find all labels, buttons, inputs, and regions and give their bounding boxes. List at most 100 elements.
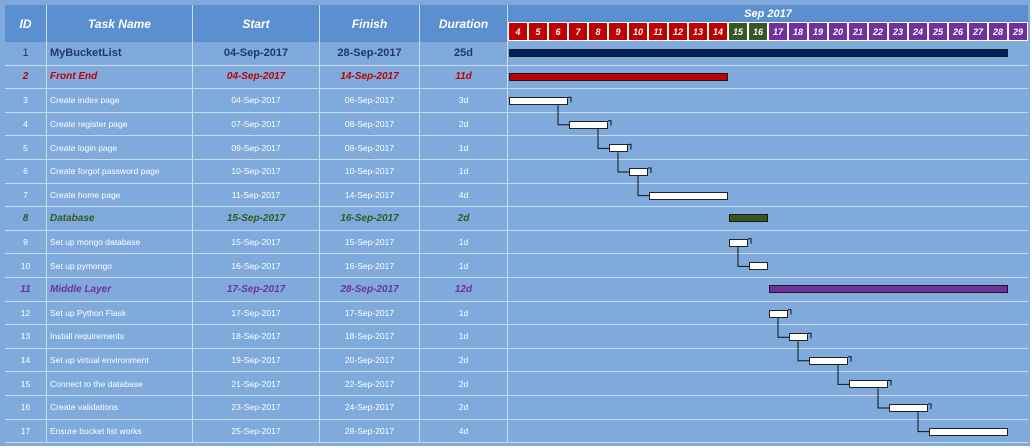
task-bar[interactable] (809, 356, 848, 365)
cell-id[interactable]: 17 (5, 419, 47, 444)
cell-name[interactable]: Set up pymongo (47, 254, 193, 278)
project-summary-bar[interactable] (509, 49, 1008, 57)
cell-duration[interactable]: 2d (420, 396, 508, 420)
cell-id[interactable]: 6 (5, 160, 47, 184)
cell-start[interactable]: 15-Sep-2017 (193, 230, 320, 255)
cell-duration[interactable]: 1d (420, 254, 508, 278)
header-id[interactable]: ID (5, 5, 47, 42)
cell-finish[interactable]: 28-Sep-2017 (320, 419, 420, 444)
cell-start[interactable]: 07-Sep-2017 (193, 112, 320, 137)
cell-id[interactable]: 15 (5, 372, 47, 396)
cell-finish[interactable]: 16-Sep-2017 (320, 207, 420, 231)
cell-name[interactable]: Create forgot password page (47, 160, 193, 184)
cell-start[interactable]: 09-Sep-2017 (193, 136, 320, 160)
cell-id[interactable]: 2 (5, 65, 47, 90)
cell-start[interactable]: 17-Sep-2017 (193, 301, 320, 326)
header-duration[interactable]: Duration (420, 5, 508, 42)
cell-start[interactable]: 18-Sep-2017 (193, 325, 320, 349)
group-summary-bar[interactable] (729, 214, 768, 223)
cell-duration[interactable]: 2d (420, 348, 508, 373)
header-start[interactable]: Start (193, 5, 320, 42)
cell-duration[interactable]: 11d (420, 65, 508, 90)
cell-duration[interactable]: 1d (420, 325, 508, 349)
cell-name[interactable]: Create validations (47, 396, 193, 420)
task-bar[interactable] (629, 168, 648, 176)
cell-finish[interactable]: 20-Sep-2017 (320, 348, 420, 373)
cell-name[interactable]: Set up virtual environment (47, 348, 193, 373)
cell-finish[interactable]: 10-Sep-2017 (320, 160, 420, 184)
cell-finish[interactable]: 08-Sep-2017 (320, 112, 420, 137)
cell-start[interactable]: 11-Sep-2017 (193, 183, 320, 208)
cell-duration[interactable]: 2d (420, 372, 508, 396)
header-task-name[interactable]: Task Name (47, 5, 193, 42)
cell-start[interactable]: 17-Sep-2017 (193, 278, 320, 302)
cell-duration[interactable]: 1d (420, 301, 508, 326)
cell-start[interactable]: 21-Sep-2017 (193, 372, 320, 396)
task-bar[interactable] (509, 97, 568, 106)
cell-id[interactable]: 9 (5, 230, 47, 255)
cell-id[interactable]: 14 (5, 348, 47, 373)
task-bar[interactable] (849, 380, 888, 389)
cell-duration[interactable]: 3d (420, 89, 508, 113)
cell-start[interactable]: 10-Sep-2017 (193, 160, 320, 184)
cell-name[interactable]: Create home page (47, 183, 193, 208)
cell-duration[interactable]: 2d (420, 207, 508, 231)
cell-finish[interactable]: 14-Sep-2017 (320, 65, 420, 90)
cell-name[interactable]: Create index page (47, 89, 193, 113)
cell-finish[interactable]: 17-Sep-2017 (320, 301, 420, 326)
cell-name[interactable]: Middle Layer (47, 278, 193, 302)
cell-finish[interactable]: 22-Sep-2017 (320, 372, 420, 396)
cell-start[interactable]: 15-Sep-2017 (193, 207, 320, 231)
task-bar[interactable] (649, 191, 728, 200)
cell-duration[interactable]: 25d (420, 42, 508, 66)
cell-finish[interactable]: 16-Sep-2017 (320, 254, 420, 278)
cell-duration[interactable]: 1d (420, 136, 508, 160)
cell-name[interactable]: Connect to the database (47, 372, 193, 396)
cell-id[interactable]: 10 (5, 254, 47, 278)
cell-start[interactable]: 04-Sep-2017 (193, 42, 320, 66)
cell-id[interactable]: 5 (5, 136, 47, 160)
cell-duration[interactable]: 2d (420, 112, 508, 137)
task-bar[interactable] (789, 333, 808, 342)
task-bar[interactable] (929, 427, 1008, 436)
cell-start[interactable]: 23-Sep-2017 (193, 396, 320, 420)
cell-start[interactable]: 04-Sep-2017 (193, 89, 320, 113)
cell-finish[interactable]: 28-Sep-2017 (320, 42, 420, 66)
task-bar[interactable] (609, 144, 628, 153)
cell-id[interactable]: 12 (5, 301, 47, 326)
cell-id[interactable]: 3 (5, 89, 47, 113)
cell-name[interactable]: Install requirements (47, 325, 193, 349)
cell-finish[interactable]: 15-Sep-2017 (320, 230, 420, 255)
task-bar[interactable] (729, 238, 748, 247)
cell-finish[interactable]: 14-Sep-2017 (320, 183, 420, 208)
header-finish[interactable]: Finish (320, 5, 420, 42)
cell-duration[interactable]: 12d (420, 278, 508, 302)
cell-name[interactable]: Create login page (47, 136, 193, 160)
cell-finish[interactable]: 06-Sep-2017 (320, 89, 420, 113)
cell-id[interactable]: 16 (5, 396, 47, 420)
task-bar[interactable] (749, 262, 768, 271)
cell-duration[interactable]: 1d (420, 230, 508, 255)
cell-name[interactable]: Database (47, 207, 193, 231)
cell-start[interactable]: 16-Sep-2017 (193, 254, 320, 278)
task-bar[interactable] (769, 309, 788, 318)
cell-duration[interactable]: 4d (420, 419, 508, 444)
cell-id[interactable]: 11 (5, 278, 47, 302)
cell-start[interactable]: 19-Sep-2017 (193, 348, 320, 373)
cell-id[interactable]: 4 (5, 112, 47, 137)
cell-duration[interactable]: 4d (420, 183, 508, 208)
group-summary-bar[interactable] (509, 72, 728, 81)
cell-id[interactable]: 1 (5, 42, 47, 66)
cell-name[interactable]: Front End (47, 65, 193, 90)
cell-finish[interactable]: 18-Sep-2017 (320, 325, 420, 349)
cell-name[interactable]: Ensure bucket list works (47, 419, 193, 444)
cell-start[interactable]: 04-Sep-2017 (193, 65, 320, 90)
cell-id[interactable]: 7 (5, 183, 47, 208)
task-bar[interactable] (569, 120, 608, 129)
group-summary-bar[interactable] (769, 285, 1008, 293)
cell-start[interactable]: 25-Sep-2017 (193, 419, 320, 444)
cell-duration[interactable]: 1d (420, 160, 508, 184)
task-bar[interactable] (889, 404, 928, 412)
cell-finish[interactable]: 28-Sep-2017 (320, 278, 420, 302)
cell-name[interactable]: Create register page (47, 112, 193, 137)
